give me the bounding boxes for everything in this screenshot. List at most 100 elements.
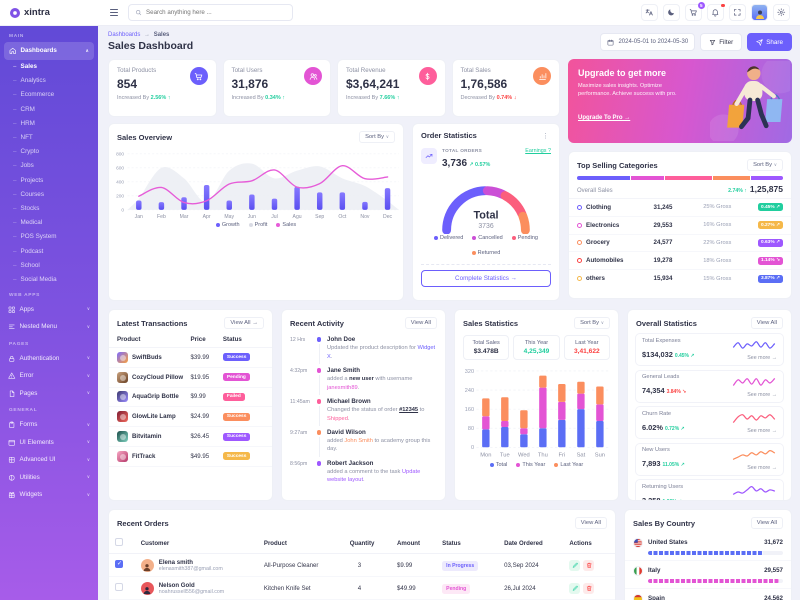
sidebar-item-crm[interactable]: CRM — [0, 102, 98, 116]
filter-button[interactable]: Filter — [700, 33, 743, 51]
legend-item-this-year[interactable]: This Year — [516, 462, 545, 468]
row-checkbox[interactable] — [109, 553, 135, 577]
search-input[interactable] — [146, 9, 286, 16]
sidebar-item-school[interactable]: School — [0, 258, 98, 272]
notifications-icon[interactable] — [707, 3, 725, 21]
legend-item-pending[interactable]: Pending — [511, 235, 538, 241]
dark-mode-icon[interactable] — [663, 4, 680, 21]
sidebar-item-pages[interactable]: Pages ∨ — [0, 385, 98, 403]
dollar-icon — [418, 67, 437, 85]
see-more-link[interactable]: See more → — [747, 428, 777, 434]
settings-icon[interactable] — [773, 4, 790, 21]
cart-icon[interactable]: 5 — [685, 2, 705, 21]
edit-button[interactable] — [569, 559, 581, 571]
sidebar-item-authentication[interactable]: Authentication ∨ — [0, 350, 98, 368]
orders-view-all-button[interactable]: View All — [574, 517, 607, 529]
sidebar-item-hrm[interactable]: HRM — [0, 116, 98, 130]
share-button[interactable]: Share — [747, 33, 792, 51]
delete-button[interactable] — [583, 582, 595, 594]
sidebar-item-social-media[interactable]: Social Media — [0, 272, 98, 286]
sidebar-item-utilities[interactable]: Utilities ∨ — [0, 469, 98, 487]
see-more-link[interactable]: See more → — [747, 391, 777, 398]
transaction-price: $24.99 — [190, 413, 210, 421]
sales-statistics-sort-button[interactable]: Sort By ∨ — [574, 317, 610, 329]
sidebar-item-advanced-ui[interactable]: Advanced UI ∨ — [0, 451, 98, 469]
transactions-view-all-button[interactable]: View All → — [224, 317, 264, 329]
sidebar-item-stocks[interactable]: Stocks — [0, 201, 98, 215]
transaction-price: $26.45 — [190, 433, 210, 441]
order-product: Kitchen Knife Set — [257, 576, 344, 600]
breadcrumb-dashboards[interactable]: Dashboards — [108, 32, 141, 38]
sidebar-item-ui-elements[interactable]: UI Elements ∨ — [0, 434, 98, 452]
sales-overview-sort-button[interactable]: Sort By ∨ — [359, 131, 395, 143]
upgrade-cta-link[interactable]: Upgrade To Pro → — [578, 114, 631, 121]
sidebar-item-pos-system[interactable]: POS System — [0, 230, 98, 244]
sidebar-item-sales[interactable]: Sales — [0, 60, 98, 74]
share-segment — [630, 176, 665, 180]
edit-button[interactable] — [569, 582, 581, 594]
sidebar-group-label: Nested Menu — [19, 323, 57, 331]
legend-item-growth[interactable]: Growth — [215, 222, 240, 228]
delete-button[interactable] — [583, 559, 595, 571]
see-more-link[interactable]: See more → — [747, 355, 777, 361]
sidebar-item-error[interactable]: Error ∨ — [0, 367, 98, 385]
transactions-list: SwiftBuds $39.99 Success CozyCloud Pillow $1… — [109, 348, 272, 467]
utilities-icon — [8, 474, 16, 482]
sidebar-item-forms[interactable]: Forms ∨ — [0, 416, 98, 434]
complete-statistics-button[interactable]: Complete Statistics → — [421, 270, 551, 288]
sidebar-item-podcast[interactable]: Podcast — [0, 244, 98, 258]
metric-change: 11.05% ↗ — [662, 462, 685, 468]
top-selling-sort-button[interactable]: Sort By ∨ — [747, 159, 783, 171]
svg-text:800: 800 — [116, 152, 124, 158]
chevron-down-icon: ∨ — [86, 355, 90, 361]
search-box[interactable] — [128, 4, 293, 21]
sidebar-item-medical[interactable]: Medical — [0, 216, 98, 230]
legend-item-cancelled[interactable]: Cancelled — [472, 235, 503, 241]
language-icon[interactable] — [641, 4, 658, 21]
date-range-picker[interactable]: 2024-05-01 to 2024-05-30 — [600, 33, 696, 51]
xintra-logo-icon — [10, 7, 20, 18]
transaction-product: SwiftBuds — [117, 351, 191, 363]
activity-time: 9:27am — [290, 430, 308, 437]
legend-item-sales[interactable]: Sales — [276, 222, 296, 228]
user-avatar[interactable] — [751, 4, 768, 21]
legend-item-last-year[interactable]: Last Year — [554, 462, 583, 468]
sidebar-item-widgets[interactable]: Widgets ∨ — [0, 486, 98, 504]
sidebar-item-crypto[interactable]: Crypto — [0, 145, 98, 159]
kebab-menu-icon[interactable]: ⋮ — [542, 132, 549, 140]
row-checkbox[interactable] — [109, 576, 135, 600]
sidebar-item-jobs[interactable]: Jobs — [0, 159, 98, 173]
activity-time: 12 Hrs — [290, 337, 306, 344]
sidebar-item-nested-menu[interactable]: Nested Menu ∨ — [0, 318, 98, 336]
overall-statistics-title: Overall Statistics — [636, 318, 697, 328]
metric-label: Returning Users — [642, 483, 684, 490]
category-gross: 16% Gross — [703, 222, 732, 229]
brand-logo[interactable]: xintra — [0, 0, 98, 26]
category-gross: 22% Gross — [703, 239, 732, 246]
earnings-link[interactable]: Earnings ? — [525, 148, 551, 154]
country-view-all-button[interactable]: View All — [750, 517, 783, 529]
menu-toggle-icon[interactable] — [108, 7, 120, 18]
activity-view-all-button[interactable]: View All — [404, 317, 437, 329]
summary-label: Total Sales — [472, 340, 500, 346]
sidebar-item-ecommerce[interactable]: Ecommerce — [0, 88, 98, 102]
sidebar-item-projects[interactable]: Projects — [0, 173, 98, 187]
legend-item-returned[interactable]: Returned — [471, 250, 500, 256]
legend-item-profit[interactable]: Profit — [248, 222, 267, 228]
sidebar-item-nft[interactable]: NFT — [0, 130, 98, 144]
sidebar-item-courses[interactable]: Courses — [0, 187, 98, 201]
sidebar-subitem-label: Projects — [20, 176, 44, 184]
sidebar-item-analytics[interactable]: Analytics — [0, 74, 98, 88]
see-more-link[interactable]: See more → — [747, 464, 777, 471]
stat-card-total-revenue: Total Revenue $3,64,241 Increased By 7.66%… — [337, 59, 446, 117]
sidebar-item-dashboards[interactable]: Dashboards ∧ — [4, 42, 94, 60]
sidebar-subitem-label: Sales — [20, 63, 37, 71]
legend-item-total[interactable]: Total — [489, 462, 507, 468]
fullscreen-icon[interactable] — [729, 4, 746, 21]
sidebar-item-apps[interactable]: Apps ∨ — [0, 301, 98, 319]
svg-text:Feb: Feb — [157, 214, 166, 220]
select-all-checkbox[interactable] — [109, 533, 135, 554]
overall-view-all-button[interactable]: View All — [750, 317, 783, 329]
legend-item-delivered[interactable]: Delivered — [434, 235, 463, 241]
